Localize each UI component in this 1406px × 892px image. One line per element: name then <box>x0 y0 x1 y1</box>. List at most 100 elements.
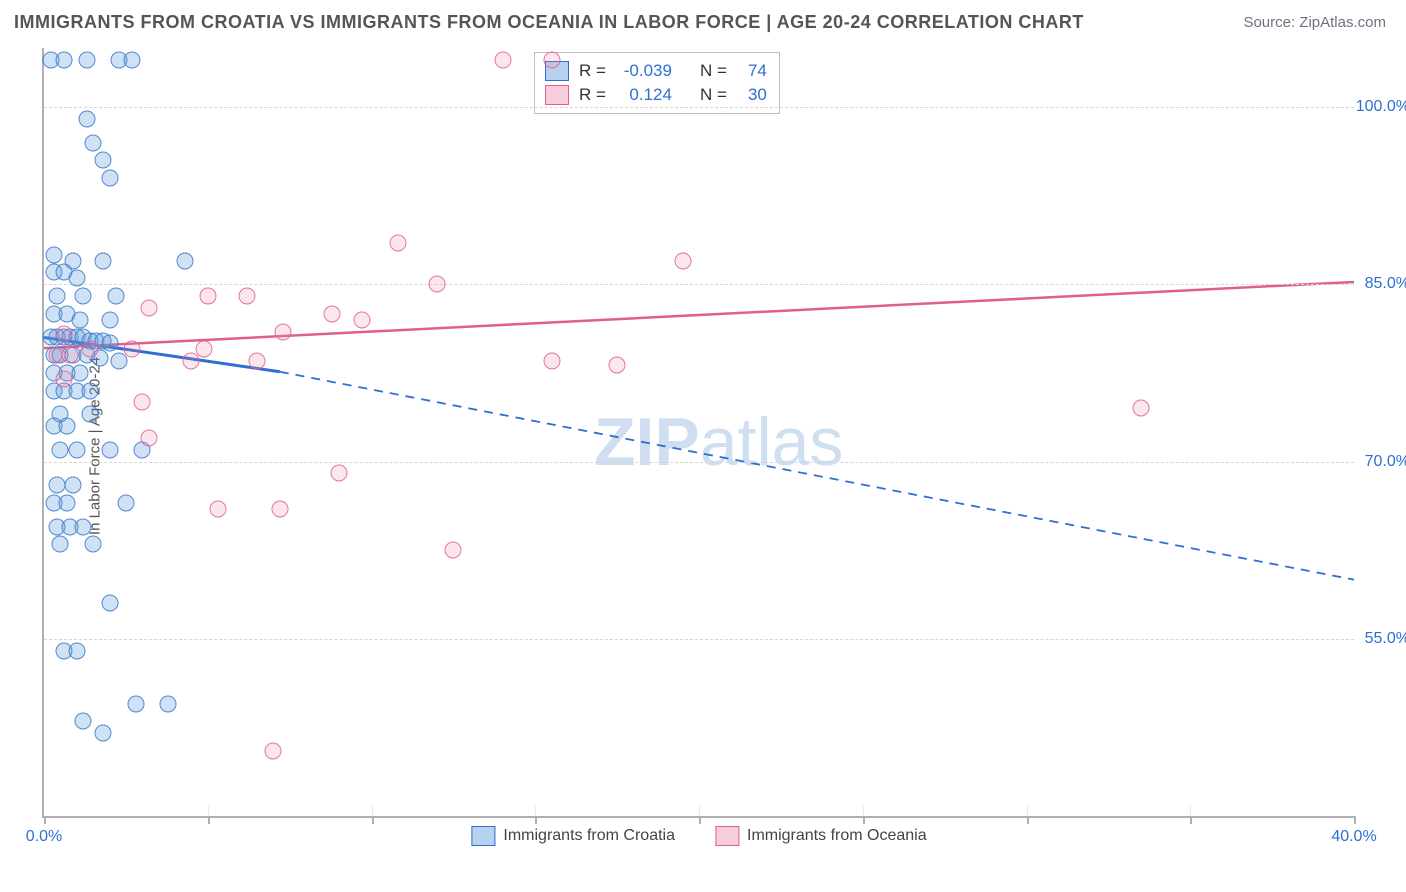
grid-line-h <box>44 284 1354 285</box>
point-croatia <box>117 494 134 511</box>
legend-label-croatia: Immigrants from Croatia <box>503 827 675 845</box>
point-croatia <box>111 353 128 370</box>
point-croatia <box>45 246 62 263</box>
point-oceania <box>81 341 98 358</box>
n-value-croatia: 74 <box>737 61 767 81</box>
point-oceania <box>353 311 370 328</box>
plot-area: ZIPatlas R = -0.039 N = 74 R = 0.124 N =… <box>42 48 1354 818</box>
point-oceania <box>543 51 560 68</box>
legend-label-oceania: Immigrants from Oceania <box>747 827 927 845</box>
stat-row-oceania: R = 0.124 N = 30 <box>545 83 767 107</box>
watermark-bold: ZIP <box>594 404 700 480</box>
point-croatia <box>94 152 111 169</box>
point-croatia <box>68 642 85 659</box>
watermark: ZIPatlas <box>594 403 843 481</box>
point-croatia <box>68 441 85 458</box>
point-croatia <box>85 536 102 553</box>
n-value-oceania: 30 <box>737 85 767 105</box>
x-tick-mark <box>699 816 701 824</box>
point-croatia <box>85 134 102 151</box>
point-croatia <box>101 169 118 186</box>
point-croatia <box>58 418 75 435</box>
n-label: N = <box>700 61 727 81</box>
point-oceania <box>275 323 292 340</box>
x-tick-label: 40.0% <box>1331 828 1376 846</box>
point-croatia <box>49 477 66 494</box>
point-croatia <box>160 695 177 712</box>
x-tick-mark <box>1027 816 1029 824</box>
point-croatia <box>72 311 89 328</box>
grid-line-h <box>44 107 1354 108</box>
point-croatia <box>127 695 144 712</box>
stat-legend: R = -0.039 N = 74 R = 0.124 N = 30 <box>534 52 780 114</box>
point-oceania <box>134 394 151 411</box>
point-croatia <box>65 477 82 494</box>
point-oceania <box>543 353 560 370</box>
point-croatia <box>75 713 92 730</box>
point-oceania <box>55 325 72 342</box>
x-tick-mark <box>535 816 537 824</box>
y-tick-label: 100.0% <box>1350 98 1406 116</box>
chart-title: IMMIGRANTS FROM CROATIA VS IMMIGRANTS FR… <box>14 12 1084 33</box>
watermark-rest: atlas <box>700 404 844 480</box>
point-oceania <box>248 353 265 370</box>
swatch-pink-icon <box>715 826 739 846</box>
point-croatia <box>75 518 92 535</box>
point-croatia <box>78 51 95 68</box>
point-oceania <box>271 500 288 517</box>
point-croatia <box>52 536 69 553</box>
point-croatia <box>94 725 111 742</box>
point-oceania <box>324 305 341 322</box>
point-oceania <box>62 347 79 364</box>
point-oceania <box>140 299 157 316</box>
grid-line-h <box>44 462 1354 463</box>
point-croatia <box>101 311 118 328</box>
point-oceania <box>199 288 216 305</box>
point-oceania <box>674 252 691 269</box>
point-croatia <box>72 364 89 381</box>
point-oceania <box>239 288 256 305</box>
point-croatia <box>101 595 118 612</box>
chart-container: IMMIGRANTS FROM CROATIA VS IMMIGRANTS FR… <box>0 0 1406 892</box>
point-croatia <box>55 51 72 68</box>
point-croatia <box>94 252 111 269</box>
point-oceania <box>445 542 462 559</box>
point-croatia <box>176 252 193 269</box>
point-croatia <box>81 382 98 399</box>
point-croatia <box>78 110 95 127</box>
point-oceania <box>209 500 226 517</box>
x-tick-mark <box>208 816 210 824</box>
r-label: R = <box>579 61 606 81</box>
y-tick-label: 70.0% <box>1350 453 1406 471</box>
point-oceania <box>330 465 347 482</box>
point-oceania <box>124 341 141 358</box>
point-oceania <box>609 356 626 373</box>
point-croatia <box>52 441 69 458</box>
point-oceania <box>494 51 511 68</box>
point-oceania <box>55 370 72 387</box>
swatch-blue-icon <box>471 826 495 846</box>
point-croatia <box>81 406 98 423</box>
grid-line-h <box>44 639 1354 640</box>
y-tick-label: 85.0% <box>1350 275 1406 293</box>
x-tick-mark <box>1190 816 1192 824</box>
n-label: N = <box>700 85 727 105</box>
point-oceania <box>183 353 200 370</box>
point-oceania <box>1133 400 1150 417</box>
point-croatia <box>108 288 125 305</box>
point-oceania <box>429 276 446 293</box>
point-oceania <box>265 743 282 760</box>
legend-item-croatia: Immigrants from Croatia <box>471 826 675 846</box>
trend-lines <box>44 48 1354 816</box>
source-attribution: Source: ZipAtlas.com <box>1243 14 1386 31</box>
x-tick-mark <box>44 816 46 824</box>
swatch-pink-icon <box>545 85 569 105</box>
bottom-legend: Immigrants from Croatia Immigrants from … <box>471 826 926 846</box>
point-croatia <box>49 288 66 305</box>
x-tick-mark <box>863 816 865 824</box>
r-label: R = <box>579 85 606 105</box>
x-tick-label: 0.0% <box>26 828 62 846</box>
point-croatia <box>101 441 118 458</box>
point-oceania <box>389 234 406 251</box>
r-value-croatia: -0.039 <box>616 61 672 81</box>
